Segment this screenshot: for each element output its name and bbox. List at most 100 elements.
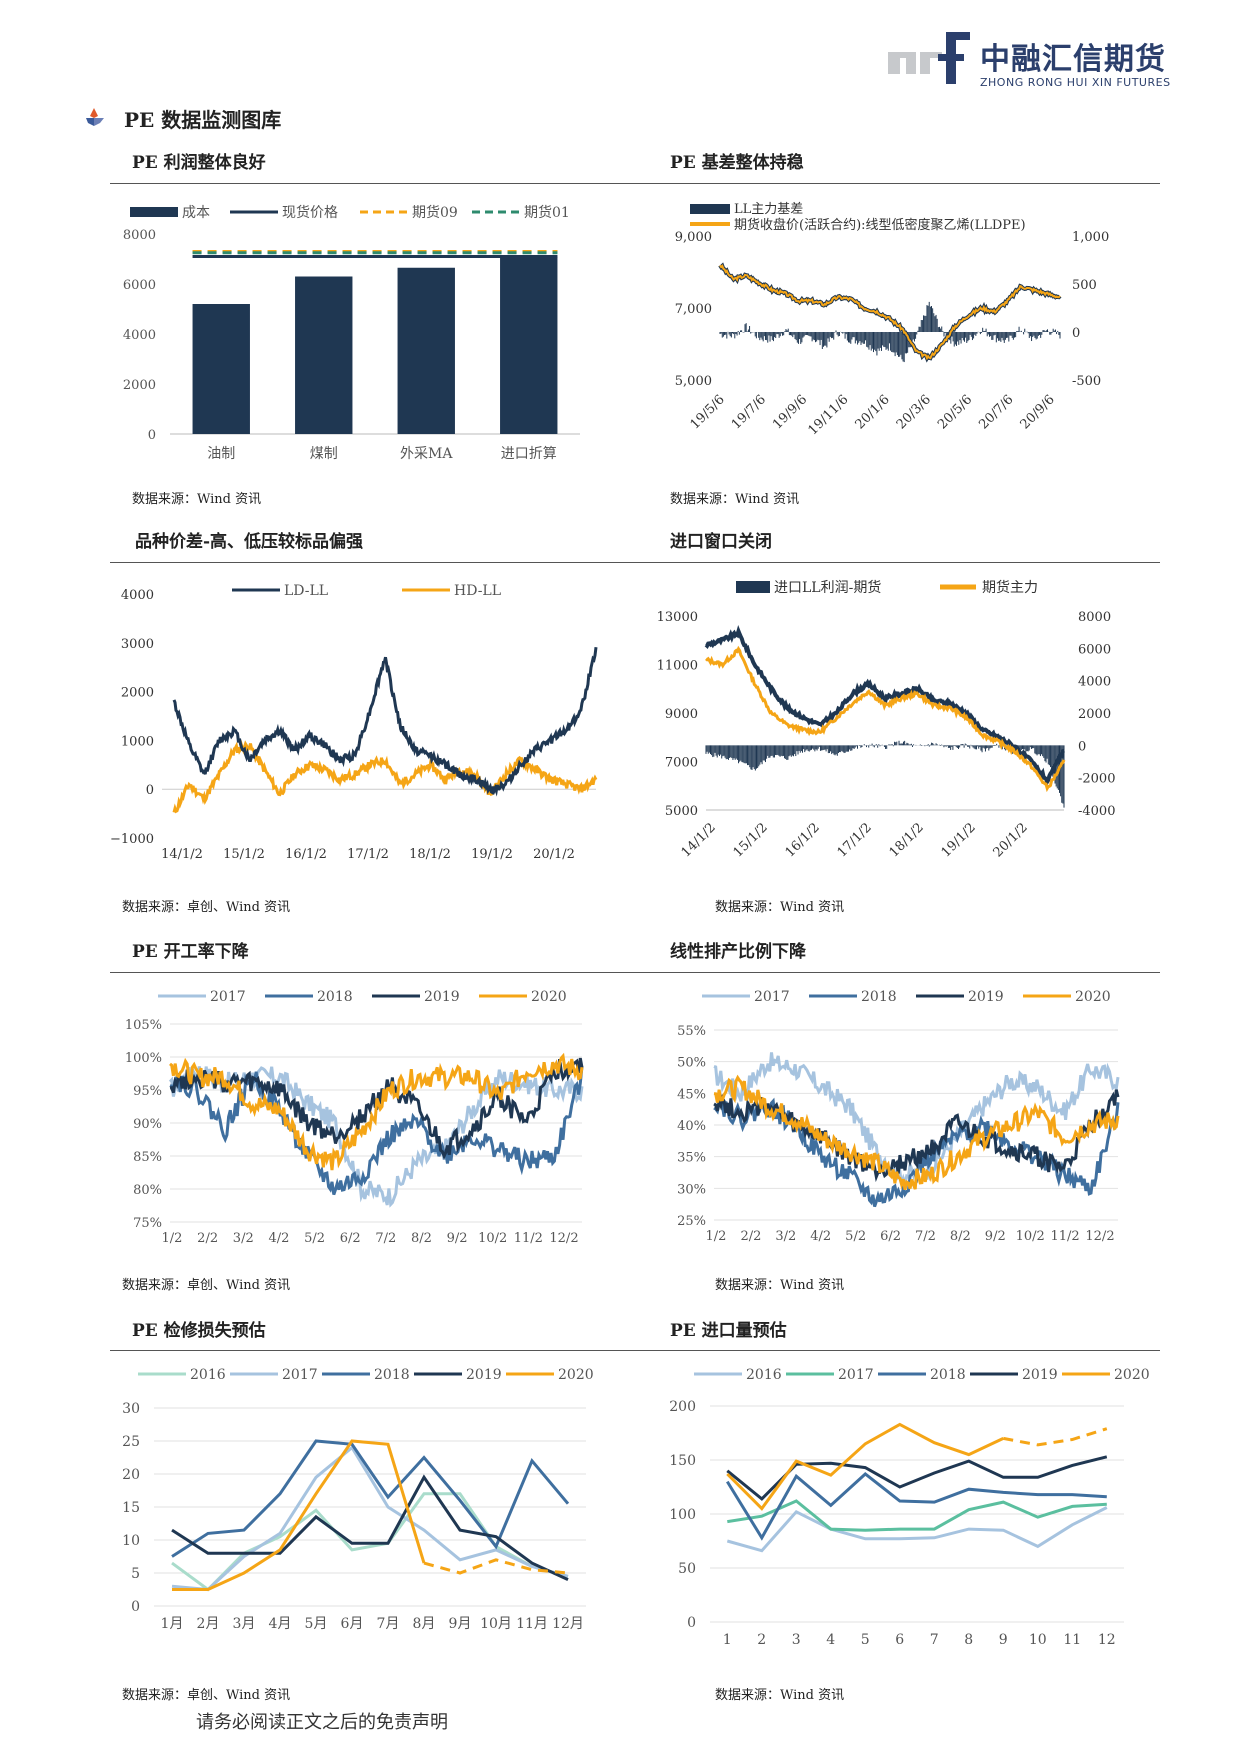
legend-label-3: 2020 xyxy=(1075,989,1111,1005)
bar-0 xyxy=(192,304,250,434)
x-tick-label: 12 xyxy=(1098,1632,1116,1648)
series-line-2018 xyxy=(169,1066,584,1196)
y-tick-label: 55% xyxy=(677,1024,706,1039)
futures-main-line xyxy=(705,645,1066,793)
y-tick-label: 0 xyxy=(131,1599,140,1615)
y-left-tick-label: 9,000 xyxy=(675,230,712,245)
disclaimer-footer: 请务必阅读正文之后的免责声明 xyxy=(196,1712,448,1733)
legend-swatch-0 xyxy=(736,581,770,593)
x-tick-label: 3 xyxy=(792,1632,801,1648)
x-tick-label: 15/1/2 xyxy=(731,820,771,860)
x-tick-label: 19/7/6 xyxy=(729,392,769,432)
y-tick-label: 80% xyxy=(133,1183,162,1198)
x-tick-label: 5月 xyxy=(305,1616,328,1632)
legend-label-2: 2018 xyxy=(374,1367,410,1383)
chart-import-profit: 5000 7000 9000 11000 13000 -4000 -2000 0 2000 400… xyxy=(657,579,1116,860)
x-tick-label: 20/5/6 xyxy=(935,392,975,432)
x-tick-label: 18/1/2 xyxy=(887,820,927,860)
y-tick-label: 50 xyxy=(678,1561,696,1577)
y-right-tick-label: -500 xyxy=(1072,374,1101,389)
x-tick-label: 2/2 xyxy=(197,1231,218,1246)
y-right-tick-label: 6000 xyxy=(1078,642,1111,657)
x-tick-label: 2 xyxy=(757,1632,766,1648)
x-tick-label: 6/2 xyxy=(880,1229,901,1244)
section-bullet-icon xyxy=(86,108,104,126)
panel-title-lldpe-ratio: 线性排产比例下降 xyxy=(670,942,806,962)
x-tick-label: 2/2 xyxy=(740,1229,761,1244)
y-tick-label: 5 xyxy=(131,1566,140,1582)
series-forecast-2020 xyxy=(1003,1427,1108,1447)
series-line-2018 xyxy=(171,1439,570,1558)
x-tick-label: 1/2 xyxy=(706,1229,727,1244)
x-tick-label: 1/2 xyxy=(162,1231,183,1246)
x-tick-label: 10/2 xyxy=(1016,1229,1045,1244)
x-tick-label: 19/5/6 xyxy=(688,392,728,432)
x-tick-label: 11 xyxy=(1063,1632,1081,1648)
x-tick-label: 1月 xyxy=(161,1616,184,1632)
y-tick-label: 0 xyxy=(146,783,154,798)
x-tick-label: 6 xyxy=(895,1632,904,1648)
chart-spread: −1000 0 1000 2000 3000 4000 14/1/2 15/1/2 16/1/2… xyxy=(110,583,598,862)
legend-label-1: 现货价格 xyxy=(282,204,338,221)
y-tick-label: 3000 xyxy=(121,637,154,652)
series-line-2020 xyxy=(726,1422,1004,1511)
y-tick-label: 25% xyxy=(677,1214,706,1229)
panel-title-import-volume: PE 进口量预估 xyxy=(670,1321,787,1341)
y-tick-label: 0 xyxy=(687,1615,696,1631)
y-right-tick-label: 0 xyxy=(1072,326,1080,341)
legend-label-3: 2019 xyxy=(1022,1367,1058,1383)
y-tick-label: 105% xyxy=(125,1018,162,1033)
y-tick-label: 200 xyxy=(669,1399,696,1415)
y-tick-label: 8000 xyxy=(123,228,156,243)
source-note-maintenance-loss: 数据来源：卓创、Wind 资讯 xyxy=(122,1688,291,1703)
y-tick-label: 50% xyxy=(677,1056,706,1071)
x-tick-label: 2月 xyxy=(197,1616,220,1632)
x-tick-label: 4 xyxy=(826,1632,835,1648)
logo-english-name: ZHONG RONG HUI XIN FUTURES xyxy=(980,76,1171,89)
y-tick-label: 35% xyxy=(677,1151,706,1166)
x-tick-label: 7/2 xyxy=(375,1231,396,1246)
y-tick-label: 30 xyxy=(122,1401,140,1417)
legend-label-0: 成本 xyxy=(182,205,210,221)
y-tick-label: 1000 xyxy=(121,734,154,749)
chart-maintenance-loss: 0 5 10 15 20 25 30 1月 2月 3月 4月 5月 6月 7月 8月 9月 10月 11月 12月 2… xyxy=(122,1367,594,1632)
series-line-LD-LL xyxy=(172,647,598,797)
x-tick-label: 20/7/6 xyxy=(976,392,1016,432)
y-tick-label: 0 xyxy=(148,428,156,443)
y-tick-label: 45% xyxy=(677,1087,706,1102)
x-tick-label: 11月 xyxy=(516,1616,548,1632)
y-tick-label: 100 xyxy=(669,1507,696,1523)
series-line-2020 xyxy=(713,1074,1120,1191)
y-tick-label: 6000 xyxy=(123,278,156,293)
y-tick-label: 20 xyxy=(122,1467,140,1483)
chart-operating-rate: 75% 80% 85% 90% 95% 100% 105% 1/2 2/2 3/2 4/2 5/2 6/… xyxy=(125,989,584,1246)
x-tick-label: 7/2 xyxy=(915,1229,936,1244)
price-shadow-line xyxy=(718,262,1062,363)
legend-label-1: 2017 xyxy=(838,1367,874,1383)
x-tick-label: 11/2 xyxy=(1050,1229,1079,1244)
y-tick-label: 100% xyxy=(125,1051,162,1066)
x-tick-label: 7月 xyxy=(377,1616,400,1632)
y-right-tick-label: -2000 xyxy=(1078,772,1115,787)
futures-price-line xyxy=(719,264,1061,361)
legend-label-0: LL主力基差 xyxy=(734,202,803,217)
legend-label-2: 2018 xyxy=(930,1367,966,1383)
panel-title-maintenance-loss: PE 检修损失预估 xyxy=(132,1321,266,1341)
chart-cost-bar: 0 2000 4000 6000 8000 油制 煤制 外采MA 进口折算 成本 现货价格 期货09 期… xyxy=(123,204,580,462)
rule-row2 xyxy=(110,562,1160,563)
series-line-2019 xyxy=(171,1474,569,1581)
x-tick-label: 油制 xyxy=(207,446,235,462)
x-tick-label: 16/1/2 xyxy=(783,820,823,860)
legend-label-4: 2020 xyxy=(558,1367,594,1383)
x-tick-label: 4/2 xyxy=(268,1231,289,1246)
y-left-tick-label: 9000 xyxy=(665,707,698,722)
y-right-tick-label: 2000 xyxy=(1078,707,1111,722)
logo: 中融汇信期货 ZHONG RONG HUI XIN FUTURES xyxy=(880,26,1210,96)
x-tick-label: 20/1/2 xyxy=(533,847,575,862)
legend-label-1: 期货主力 xyxy=(982,579,1038,596)
x-tick-label: 17/1/2 xyxy=(835,820,875,860)
x-tick-label: 9/2 xyxy=(447,1231,468,1246)
legend-label-1: HD-LL xyxy=(454,583,501,599)
legend-label-0: 2017 xyxy=(754,989,790,1005)
